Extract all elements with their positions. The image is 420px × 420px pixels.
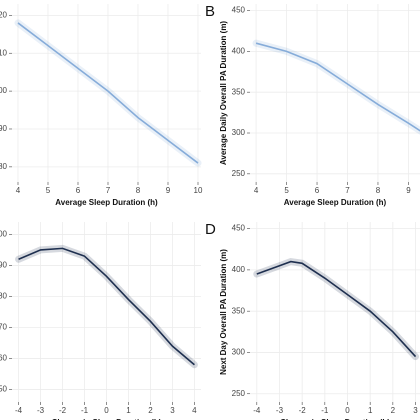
y-tick-label: 420 — [0, 10, 8, 19]
x-tick-label: 3 — [170, 406, 175, 415]
x-tick-label: -1 — [81, 406, 89, 415]
y-tick-label: 300 — [232, 348, 246, 357]
y-tick-label: 400 — [232, 46, 246, 55]
y-axis-title: Average Daily Overall PA Duration (m) — [219, 21, 228, 166]
x-tick-label: 1 — [126, 406, 131, 415]
y-tick-label: 390 — [0, 124, 8, 133]
x-tick-label: 2 — [391, 406, 396, 415]
y-tick-label: 400 — [0, 86, 8, 95]
x-tick-label: 1 — [368, 406, 373, 415]
x-tick-label: 9 — [406, 186, 411, 195]
x-tick-label: 7 — [106, 186, 111, 195]
y-tick-label: 250 — [232, 169, 246, 178]
x-tick-label: -2 — [59, 406, 67, 415]
x-tick-label: 0 — [104, 406, 109, 415]
x-tick-label: 5 — [46, 186, 51, 195]
y-tick-label: 450 — [232, 6, 246, 15]
x-tick-label: -3 — [37, 406, 45, 415]
x-tick-label: 7 — [345, 186, 350, 195]
plot-area — [250, 222, 420, 402]
x-tick-label: 0 — [345, 406, 350, 415]
x-axis-title: Change in Sleep Duration (h) — [280, 418, 390, 420]
y-tick-label: 400 — [232, 265, 246, 274]
x-tick-label: 2 — [148, 406, 153, 415]
x-tick-label: -4 — [253, 406, 261, 415]
line — [255, 42, 420, 132]
y-tick-label: 380 — [0, 162, 8, 171]
y-tick-label: 360 — [0, 354, 8, 363]
line — [18, 247, 195, 366]
x-tick-label: 10 — [194, 186, 203, 195]
y-tick-label: 370 — [0, 323, 8, 332]
y-axis-title: Next Day Overall PA Duration (m) — [219, 249, 228, 375]
y-tick-label: 300 — [232, 128, 246, 137]
x-tick-label: -1 — [321, 406, 329, 415]
x-tick-label: 3 — [413, 406, 418, 415]
x-tick-label: -3 — [276, 406, 284, 415]
line — [17, 22, 199, 164]
y-tick-label: 380 — [0, 292, 8, 301]
plot-area — [250, 4, 420, 182]
y-tick-label: 450 — [232, 224, 246, 233]
x-tick-label: 6 — [76, 186, 81, 195]
x-axis-title: Average Sleep Duration (h) — [284, 198, 387, 207]
x-tick-label: 8 — [376, 186, 381, 195]
y-tick-label: 350 — [232, 87, 246, 96]
y-tick-label: 350 — [232, 306, 246, 315]
panel-label: B — [205, 3, 215, 20]
plot-area — [12, 4, 201, 182]
y-tick-label: 250 — [232, 389, 246, 398]
x-tick-label: 4 — [192, 406, 197, 415]
y-tick-label: 400 — [0, 230, 8, 239]
x-tick-label: 4 — [254, 186, 259, 195]
y-tick-label: 350 — [0, 385, 8, 394]
x-tick-label: 8 — [136, 186, 141, 195]
x-tick-label: 4 — [16, 186, 21, 195]
x-tick-label: 6 — [315, 186, 320, 195]
y-tick-label: 390 — [0, 261, 8, 270]
x-axis-title: Change in Sleep Duration (h) — [52, 418, 162, 420]
x-tick-label: 9 — [166, 186, 171, 195]
x-tick-label: 5 — [284, 186, 289, 195]
line — [256, 260, 417, 358]
x-tick-label: -4 — [15, 406, 23, 415]
panel-label: D — [205, 221, 216, 238]
y-tick-label: 410 — [0, 48, 8, 57]
x-tick-label: -2 — [299, 406, 307, 415]
x-axis-title: Average Sleep Duration (h) — [55, 198, 158, 207]
